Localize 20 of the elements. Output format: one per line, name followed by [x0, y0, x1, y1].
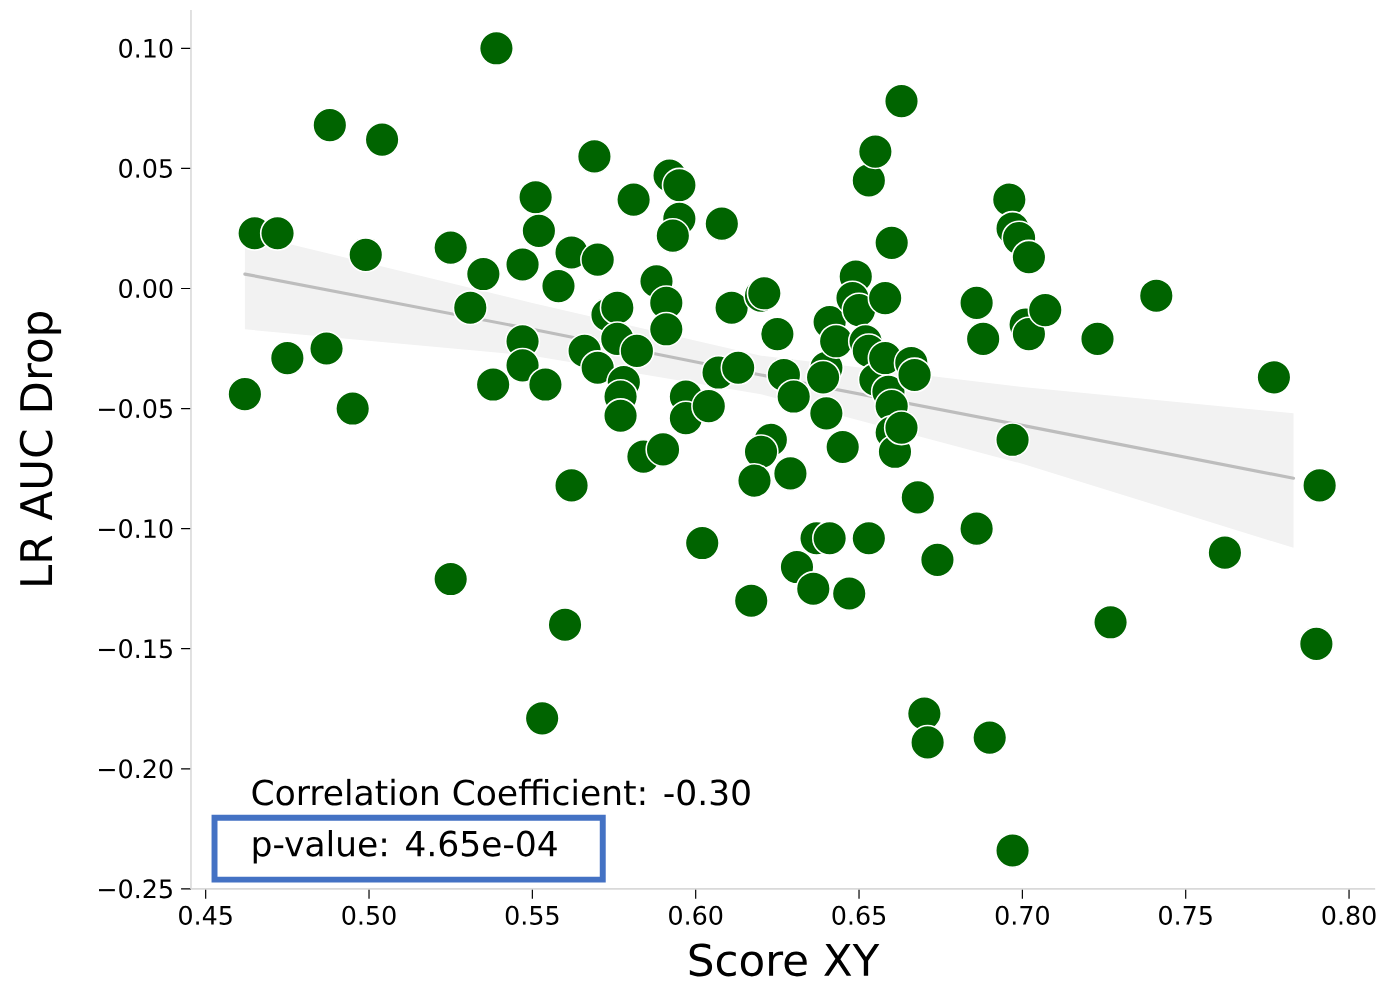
y-tick-label: −0.10 [99, 519, 173, 539]
annotation: p-value: 4.65e-04 [253, 830, 557, 864]
x-tick-label: 0.75 [1159, 905, 1212, 926]
x-axis-title: Score XY [689, 943, 880, 977]
x-tick-label: 0.80 [1322, 905, 1376, 926]
x-tick-label: 0.70 [995, 905, 1049, 926]
y-tick-label: −0.15 [99, 639, 172, 659]
x-tick-label: 0.55 [505, 905, 559, 926]
y-tick-label: −0.20 [99, 759, 173, 779]
y-tick-label: 0.05 [119, 158, 172, 179]
y-tick-label: 0.00 [119, 278, 173, 299]
y-tick-label: 0.10 [119, 38, 173, 58]
y-axis-title: LR AUC Drop [19, 312, 62, 585]
x-tick-label: 0.65 [832, 905, 886, 926]
x-tick-label: 0.60 [669, 905, 723, 926]
x-tick-label: 0.50 [342, 905, 396, 926]
y-tick-label: −0.25 [99, 879, 172, 899]
y-tick-label: −0.05 [99, 398, 172, 419]
x-tick-label: 0.45 [179, 905, 232, 926]
annotation: Correlation Coefficient: -0.30 [252, 778, 750, 806]
